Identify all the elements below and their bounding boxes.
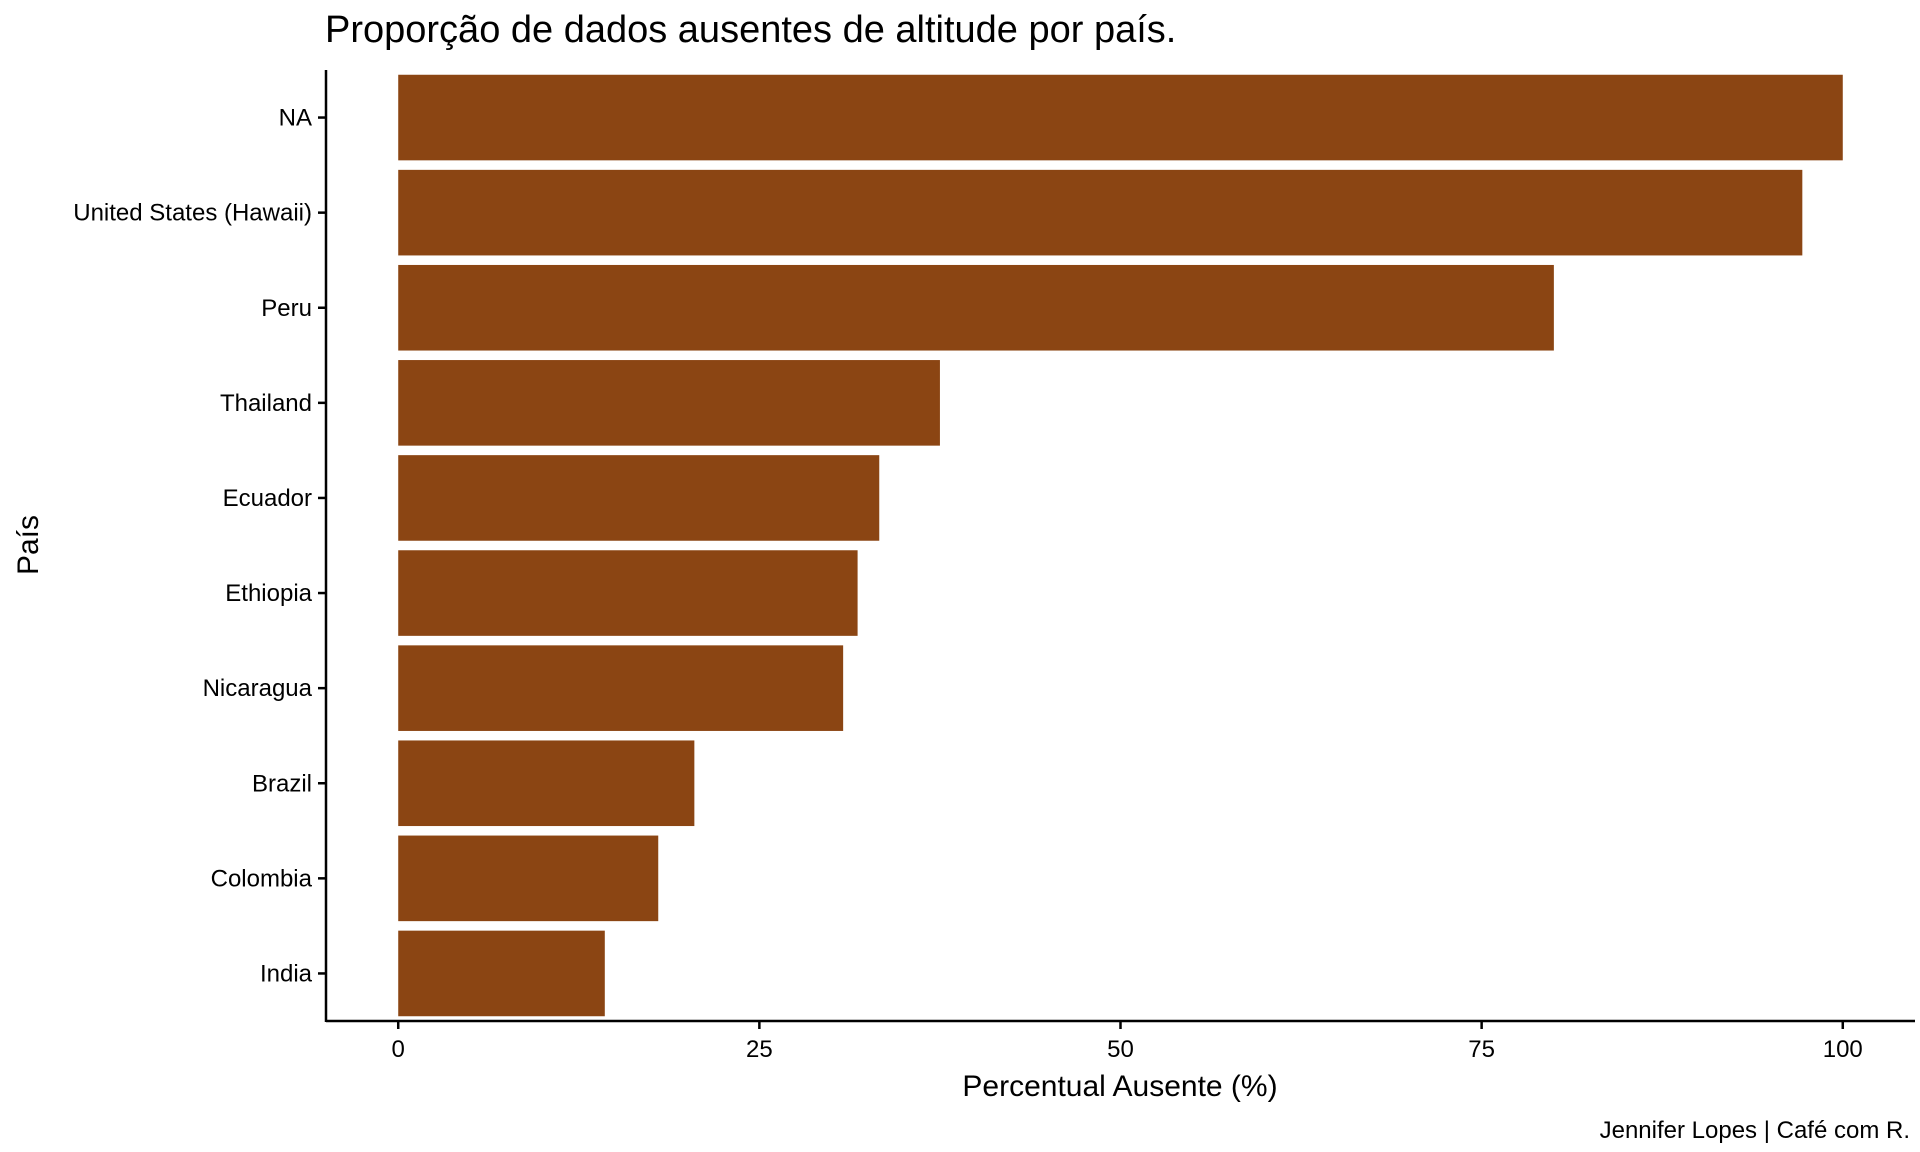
y-tick-label: India	[260, 960, 313, 987]
x-tick-label: 100	[1823, 1036, 1863, 1063]
y-axis-title: País	[12, 515, 45, 575]
y-tick-label: United States (Hawaii)	[73, 200, 312, 227]
bar-nicaragua	[398, 645, 844, 731]
x-tick-label: 50	[1107, 1036, 1134, 1063]
y-tick-label: Peru	[261, 295, 312, 322]
bars-group	[398, 74, 1843, 1017]
y-tick-label: Colombia	[211, 865, 313, 892]
y-tick-label: Nicaragua	[203, 675, 313, 702]
y-tick-label: Brazil	[252, 770, 312, 797]
chart-title: Proporção de dados ausentes de altitude …	[325, 9, 1176, 51]
y-tick-label: Ethiopia	[225, 580, 312, 607]
bar-brazil	[398, 740, 695, 827]
bar-colombia	[398, 835, 659, 922]
bar-thailand	[398, 360, 940, 446]
x-axis-title: Percentual Ausente (%)	[962, 1070, 1277, 1103]
chart-caption: Jennifer Lopes | Café com R.	[1600, 1117, 1910, 1144]
y-tick-label: Thailand	[220, 390, 312, 417]
x-tick-label: 25	[746, 1036, 773, 1063]
bar-united-states-hawaii	[398, 169, 1803, 256]
bar-ethiopia	[398, 550, 858, 636]
y-tick-label: NA	[279, 105, 312, 132]
bar-peru	[398, 264, 1554, 351]
y-tick-label: Ecuador	[223, 485, 312, 512]
bar-ecuador	[398, 455, 880, 541]
bar-india	[398, 930, 605, 1017]
x-tick-label: 75	[1468, 1036, 1495, 1063]
x-axis-ticks: 0 25 50 75 100	[392, 1021, 1863, 1063]
bar-na	[398, 74, 1843, 161]
y-axis-ticks: NA United States (Hawaii) Peru Thailand Ecua…	[73, 105, 326, 987]
x-tick-label: 0	[392, 1036, 405, 1063]
